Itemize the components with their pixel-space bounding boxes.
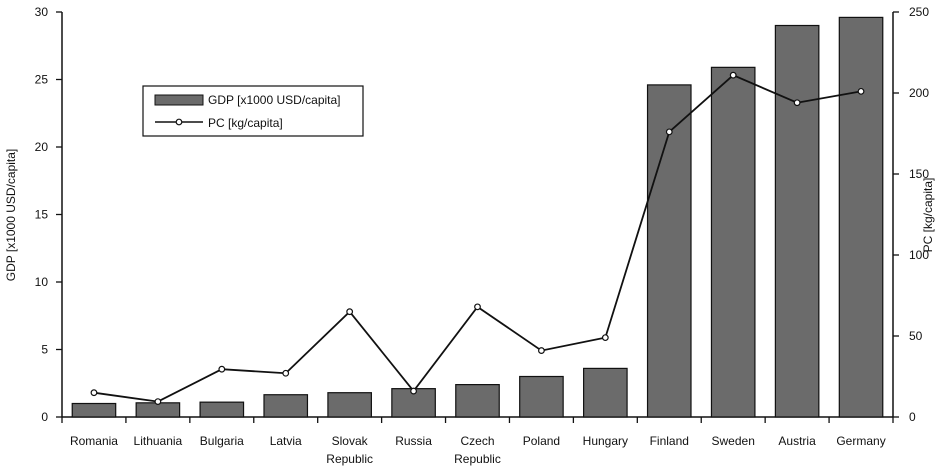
pc-point: [346, 308, 354, 316]
gdp-bar: [710, 66, 756, 418]
y-tick-label: 5: [41, 343, 48, 357]
y2-tick-label: 0: [909, 410, 916, 424]
gdp-bar: [838, 16, 884, 418]
legend: GDP [x1000 USD/capita] PC [kg/capita]: [142, 85, 364, 137]
y-tick-label: 0: [41, 410, 48, 424]
y2-axis-label: PC [kg/capita]: [921, 178, 935, 253]
pc-point: [665, 128, 673, 136]
x-tick-label: Russia: [395, 434, 432, 448]
pc-point: [410, 387, 417, 395]
pc-point: [729, 71, 737, 79]
y-tick-label: 15: [35, 208, 49, 222]
x-tick-label: Bulgaria: [200, 434, 244, 448]
pc-point: [474, 303, 481, 311]
gdp-bar: [263, 394, 309, 418]
x-tick-label: Romania: [70, 434, 118, 448]
gdp-bar: [774, 24, 820, 418]
legend-gdp-label: GDP [x1000 USD/capita]: [208, 93, 341, 107]
gdp-bar: [327, 392, 372, 418]
y-tick-label: 30: [35, 5, 49, 19]
y-tick-label: 20: [35, 140, 49, 154]
legend-gdp-swatch: [154, 94, 204, 106]
x-tick-label: Finland: [650, 434, 689, 448]
gdp-bar: [71, 402, 117, 418]
x-tick-label: Slovak: [332, 434, 369, 448]
y2-tick-label: 50: [909, 329, 923, 343]
x-tick-label: Republic: [454, 452, 501, 466]
y-axis-label: GDP [x1000 USD/capita]: [4, 149, 18, 282]
y2-tick-label: 100: [909, 248, 929, 262]
gdp-bar: [583, 367, 628, 418]
x-tick-label: Sweden: [712, 434, 755, 448]
gdp-bar: [199, 401, 245, 418]
pc-point: [218, 365, 226, 373]
pc-point: [601, 334, 609, 342]
x-tick-label: Germany: [836, 434, 885, 448]
pc-point: [282, 369, 290, 377]
legend-pc-label: PC [kg/capita]: [208, 116, 283, 130]
y-tick-label: 25: [35, 73, 49, 87]
x-tick-label: Austria: [778, 434, 816, 448]
pc-point: [857, 87, 865, 95]
y2-tick-label: 200: [909, 86, 929, 100]
x-tick-label: Republic: [326, 452, 373, 466]
pc-point: [538, 347, 545, 354]
gdp-bar: [455, 384, 500, 418]
pc-point: [793, 99, 801, 107]
x-tick-label: Czech: [460, 434, 494, 448]
legend-pc-marker: [175, 118, 183, 126]
x-tick-label: Lithuania: [134, 434, 183, 448]
x-tick-label: Hungary: [583, 434, 628, 448]
gdp-bar: [519, 375, 564, 418]
pc-point: [90, 389, 98, 397]
x-tick-label: Latvia: [270, 434, 302, 448]
x-tick-label: Poland: [523, 434, 560, 448]
gdp-bar: [646, 84, 692, 418]
y2-tick-label: 150: [909, 167, 929, 181]
pc-point: [154, 398, 162, 406]
y-tick-label: 10: [35, 275, 49, 289]
y2-tick-label: 250: [909, 5, 929, 19]
